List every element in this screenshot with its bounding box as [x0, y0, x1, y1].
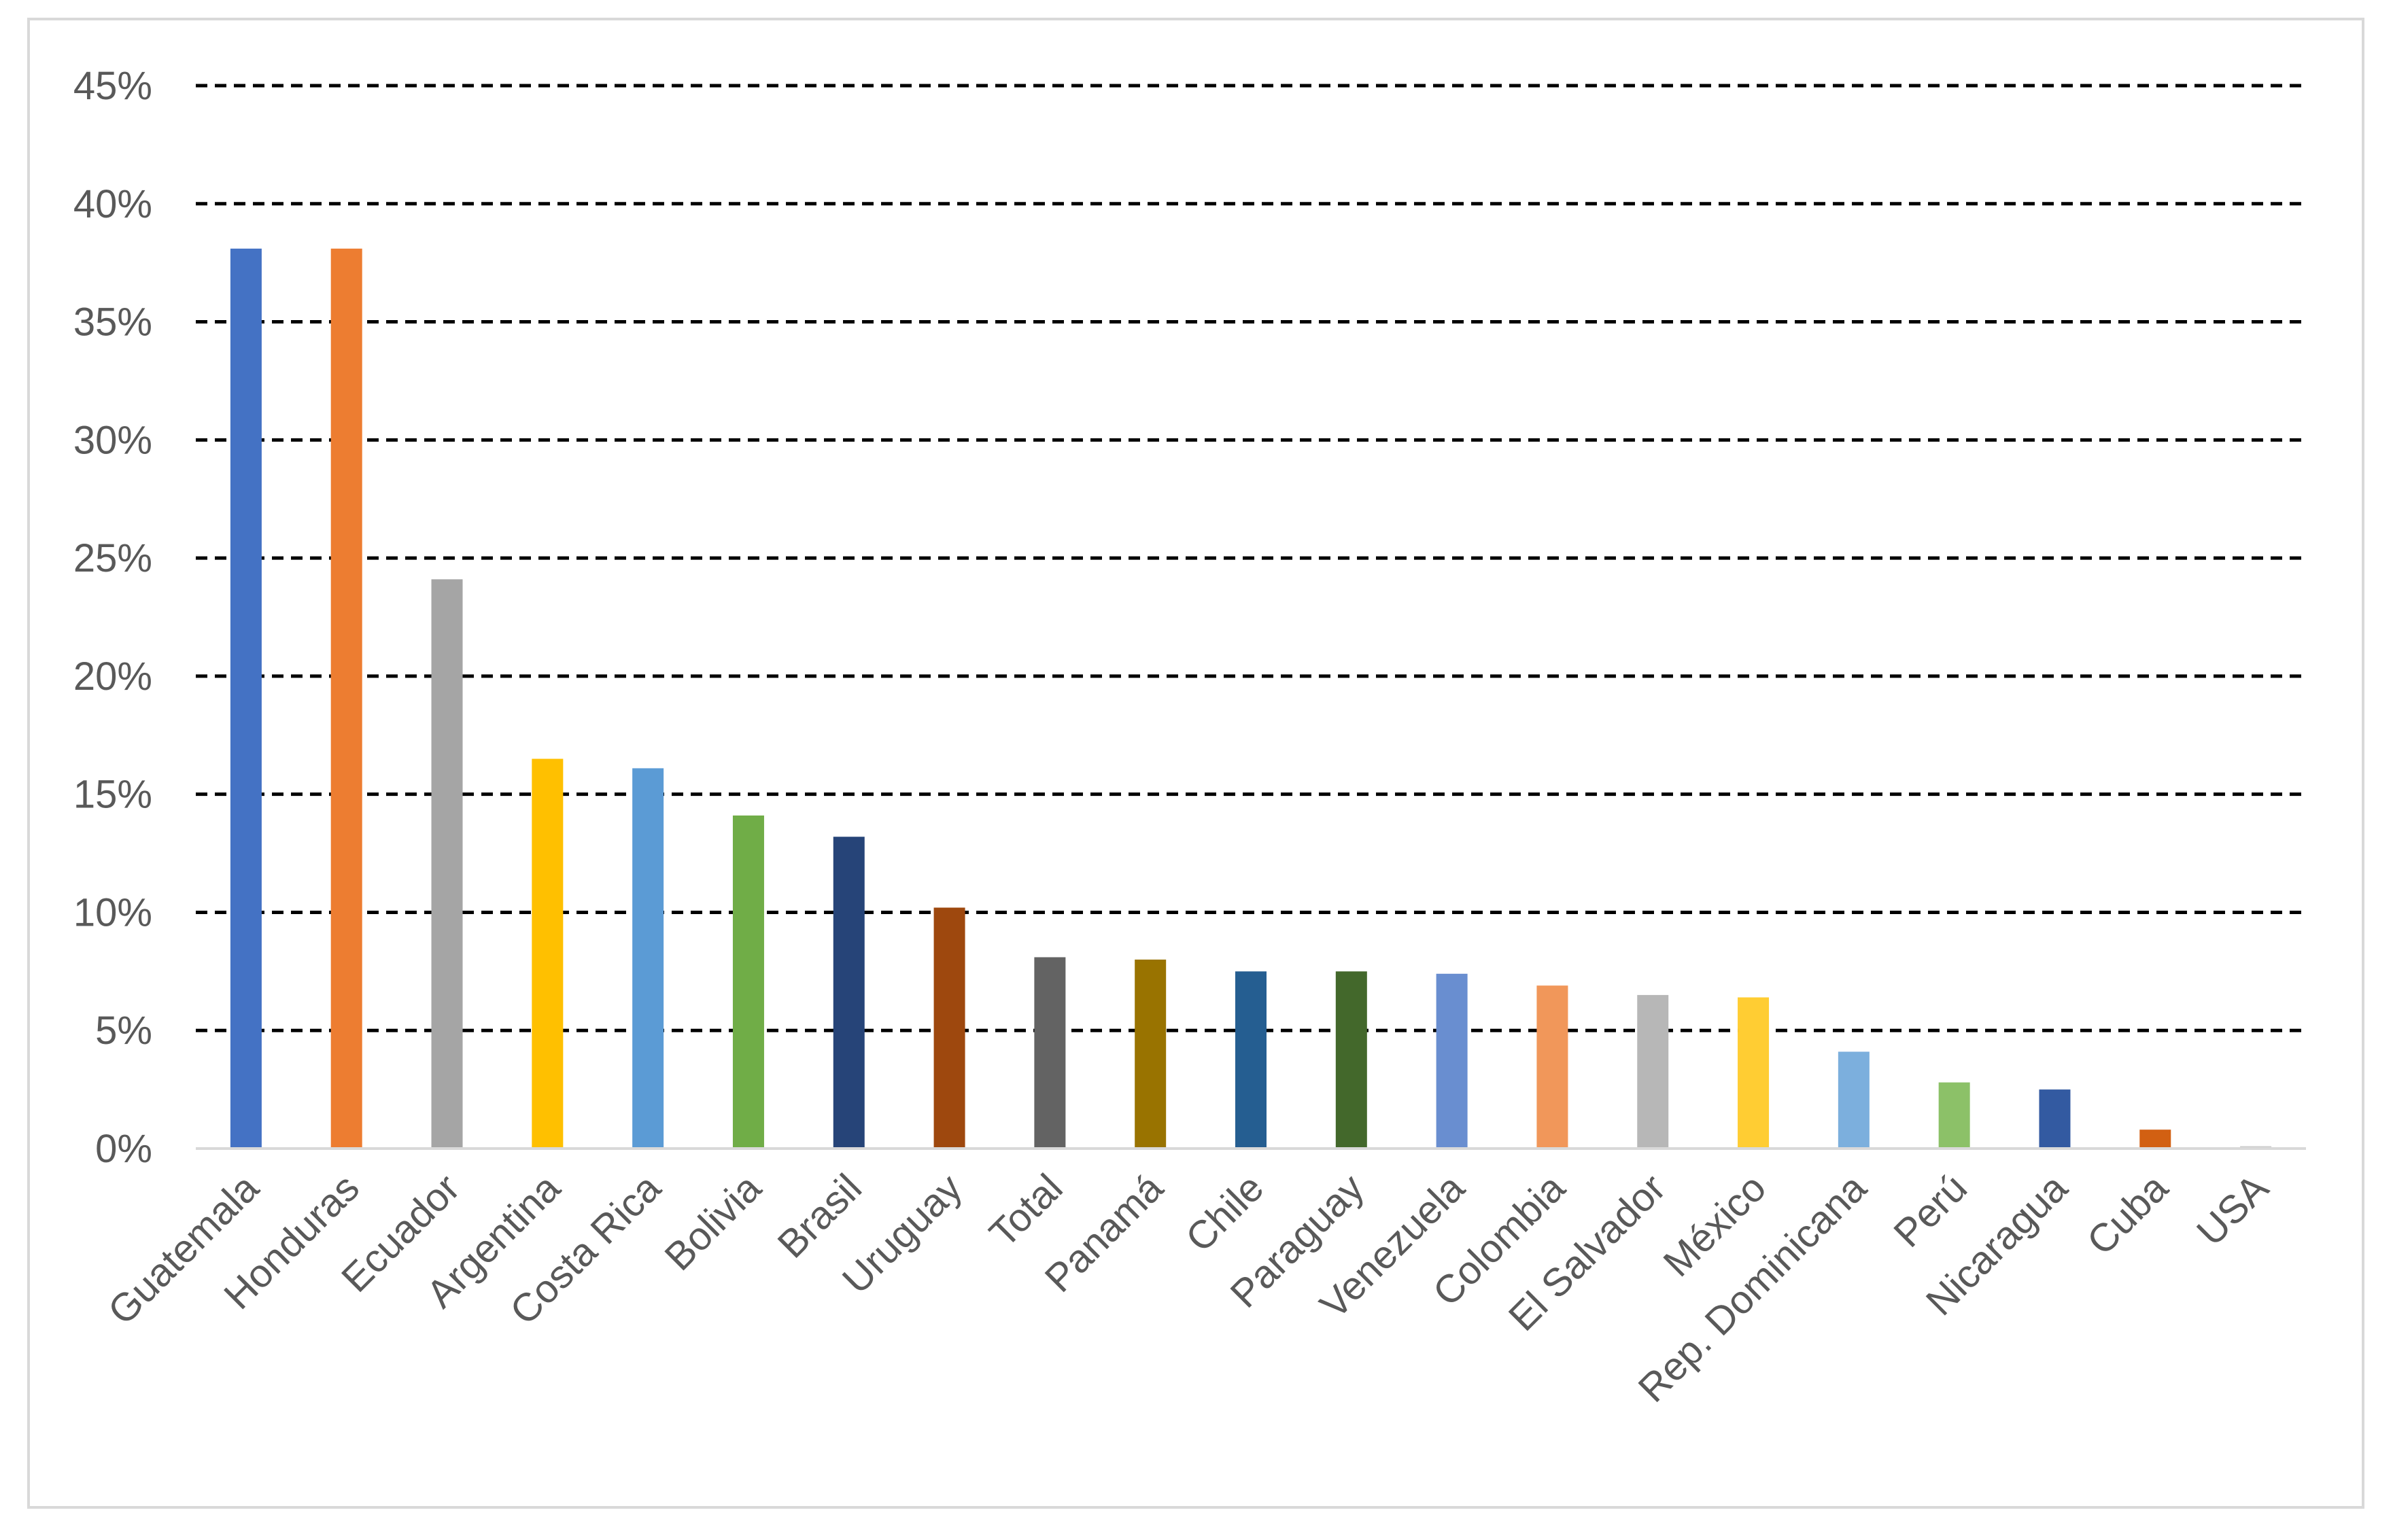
bar: [833, 837, 865, 1149]
bar: [431, 579, 463, 1149]
bar: [732, 815, 764, 1149]
bar: [1536, 985, 1568, 1149]
bar: [1034, 957, 1066, 1149]
y-tick-label: 35%: [73, 300, 152, 345]
y-tick-label: 45%: [73, 64, 152, 108]
bar: [2139, 1130, 2171, 1149]
y-tick-label: 5%: [95, 1009, 152, 1053]
y-tick-label: 25%: [73, 536, 152, 580]
bar: [1838, 1051, 1870, 1149]
bar: [632, 768, 664, 1149]
x-tick-label: Cuba: [2078, 1166, 2177, 1264]
bar: [1738, 997, 1770, 1149]
x-tick-label: Bolivia: [656, 1166, 770, 1279]
gridlines: [196, 84, 2306, 1032]
x-tick-label: Total: [981, 1166, 1071, 1256]
bar: [1938, 1082, 1970, 1149]
y-tick-label: 20%: [73, 654, 152, 699]
bar: [2039, 1089, 2071, 1149]
x-tick-label: Chile: [1177, 1166, 1272, 1260]
bar: [1436, 973, 1468, 1149]
bar: [230, 248, 262, 1149]
y-tick-label: 0%: [95, 1127, 152, 1171]
y-tick-label: 30%: [73, 418, 152, 462]
bar: [1135, 959, 1167, 1149]
y-tick-label: 10%: [73, 890, 152, 934]
bar: [532, 758, 564, 1149]
x-tick-label: USA: [2188, 1166, 2277, 1255]
y-tick-label: 15%: [73, 773, 152, 817]
y-tick-label: 40%: [73, 182, 152, 226]
bar: [1235, 971, 1267, 1149]
bar: [330, 248, 362, 1149]
bar: [1335, 971, 1367, 1149]
bar: [933, 907, 965, 1149]
bar: [1637, 995, 1669, 1149]
x-tick-label: Perú: [1885, 1166, 1976, 1256]
y-axis-ticks: 0% 5% 10% 15% 20% 25% 30% 35% 40% 45%: [73, 64, 152, 1171]
bars: [230, 248, 2272, 1149]
chart-frame: [27, 18, 2364, 1509]
